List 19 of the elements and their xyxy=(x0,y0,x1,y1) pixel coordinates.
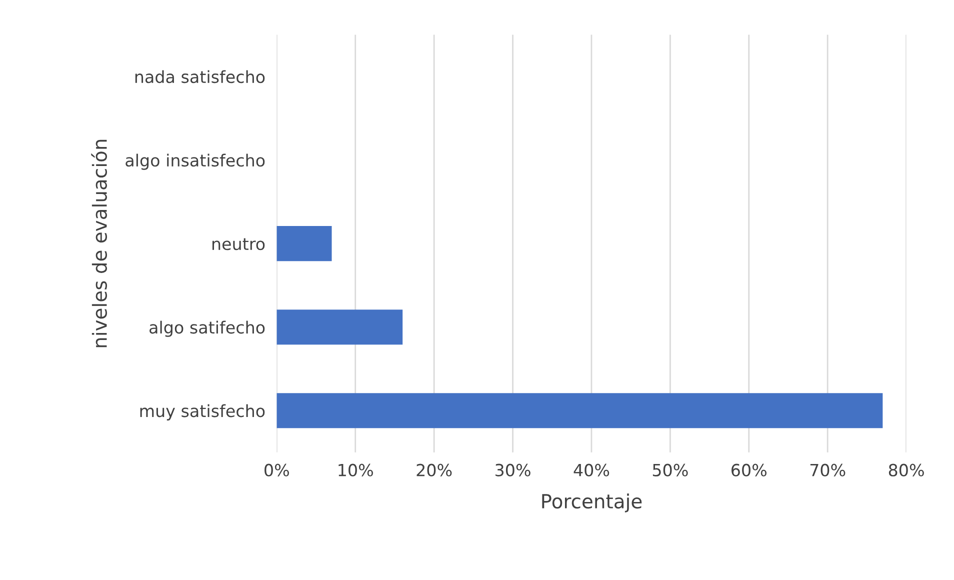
y-tick-label: muy satisfecho xyxy=(140,404,265,420)
y-tick-label: neutro xyxy=(212,238,265,250)
bar xyxy=(276,393,883,428)
y-tick-label: nada satisfecho xyxy=(135,70,265,84)
x-tick-label: 50% xyxy=(652,464,688,476)
x-tick-label: 0% xyxy=(264,464,289,476)
bar xyxy=(276,310,403,345)
bar xyxy=(276,226,332,262)
x-tick-label: 10% xyxy=(338,464,373,476)
y-tick-label: algo satifecho xyxy=(150,320,265,337)
x-tick-label: 40% xyxy=(574,464,610,476)
x-tick-label: 60% xyxy=(732,464,766,476)
x-tick-label: 20% xyxy=(416,464,452,476)
y-tick-label: algo insatisfecho xyxy=(126,154,265,170)
y-axis-title: niveles de evaluación xyxy=(91,140,107,348)
x-tick-label: 30% xyxy=(496,464,530,476)
x-tick-label: 80% xyxy=(888,464,924,476)
x-axis-title: Porcentaje xyxy=(542,494,642,512)
x-tick-label: 70% xyxy=(810,464,846,476)
